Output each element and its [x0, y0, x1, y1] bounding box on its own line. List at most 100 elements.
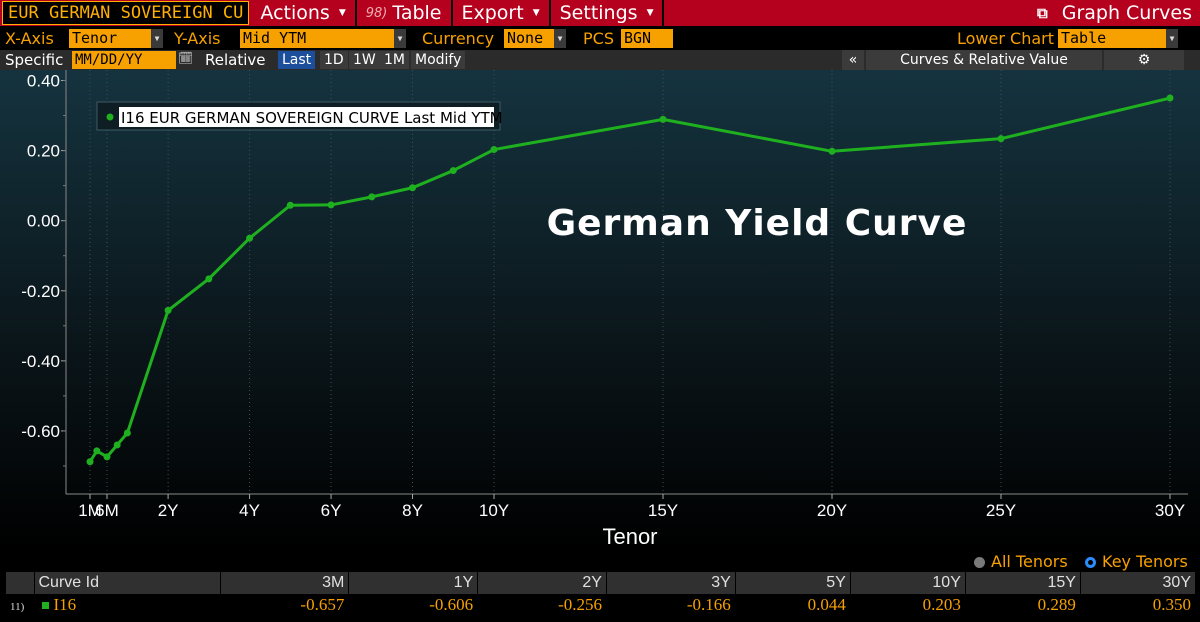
actions-menu[interactable]: Actions ▼ — [251, 0, 357, 26]
date-input[interactable]: MM/DD/YY — [72, 51, 176, 69]
lower-chart-value: Table — [1061, 29, 1107, 47]
table-cell: 0.044 — [735, 594, 851, 616]
collapse-button[interactable]: « — [842, 50, 864, 70]
x-tick-label: 20Y — [817, 501, 847, 520]
actions-label: Actions — [260, 2, 330, 24]
x-tick-label: 6Y — [321, 501, 342, 520]
xaxis-label: X-Axis — [5, 29, 54, 48]
legend-label: I16 EUR GERMAN SOVEREIGN CURVE Last Mid … — [121, 109, 503, 127]
curve-id-cell: I16 — [34, 594, 221, 616]
table-label: Table — [392, 2, 442, 24]
all-tenors-radio[interactable] — [974, 557, 985, 568]
table-header-cell[interactable]: 15Y — [965, 572, 1081, 594]
table-header-row: Curve Id 3M 1Y 2Y 3Y 5Y 10Y 15Y 30Y — [6, 572, 1197, 594]
chevron-down-icon: ▼ — [1166, 29, 1178, 48]
table-row[interactable]: 11) I16 -0.657 -0.606 -0.256 -0.166 0.04… — [6, 594, 1197, 616]
table-cell: -0.606 — [348, 594, 479, 616]
key-tenors-label[interactable]: Key Tenors — [1102, 552, 1188, 571]
chart-area: -0.60 -0.40 -0.20 0.00 0.20 0.40 1M 6M 2Y 4Y 6Y 8Y… — [0, 70, 1200, 550]
data-point — [103, 453, 111, 461]
table-header-cell — [6, 572, 35, 594]
settings-menu[interactable]: Settings ▼ — [551, 0, 665, 26]
x-tick-label: 30Y — [1155, 501, 1185, 520]
table-header-cell[interactable]: 3Y — [606, 572, 736, 594]
data-point — [123, 429, 131, 437]
security-field[interactable]: EUR GERMAN SOVEREIGN CU — [2, 1, 250, 25]
data-point — [164, 306, 172, 314]
key-tenors-radio[interactable] — [1085, 557, 1096, 568]
data-point — [327, 201, 335, 209]
graph-curves-button[interactable]: ⧉ Graph Curves — [1028, 0, 1200, 26]
table-header-cell[interactable]: 2Y — [477, 572, 607, 594]
x-tick-label: 10Y — [479, 501, 509, 520]
y-tick-label: 0.40 — [27, 72, 60, 91]
data-point — [205, 275, 213, 283]
table-shortcut-number: 98) — [365, 5, 388, 21]
series-color-swatch — [41, 602, 49, 609]
y-axis: -0.60 -0.40 -0.20 0.00 0.20 0.40 — [21, 70, 67, 494]
data-point — [286, 201, 294, 209]
x-tick-label: 8Y — [402, 501, 423, 520]
chevron-down-icon: ▼ — [554, 29, 566, 48]
y-tick-label: 0.20 — [27, 142, 60, 161]
chevron-down-icon: ▼ — [338, 8, 346, 18]
options-bar: X-Axis Tenor ▼ Y-Axis Mid YTM ▼ Currency N… — [0, 28, 1200, 49]
x-tick-label: 6M — [95, 501, 119, 520]
last-button[interactable]: Last — [278, 51, 316, 69]
y-tick-label: 0.00 — [27, 212, 60, 231]
data-point — [997, 135, 1005, 143]
table-header-cell[interactable]: 3M — [220, 572, 350, 594]
x-tick-label: 2Y — [158, 501, 179, 520]
data-point — [409, 184, 417, 192]
table-cell: -0.657 — [220, 594, 350, 616]
chevron-down-icon: ▼ — [394, 29, 406, 48]
range-bar: Specific MM/DD/YY 🗓 Relative Last 1D 1W … — [0, 50, 1200, 70]
1w-button[interactable]: 1W — [349, 51, 380, 69]
gridlines — [89, 70, 1171, 494]
1m-button[interactable]: 1M — [380, 51, 409, 69]
pcs-field[interactable]: BGN — [621, 29, 673, 48]
table-cell: 0.289 — [965, 594, 1081, 616]
xaxis-select[interactable]: Tenor ▼ — [69, 29, 163, 48]
specific-label: Specific — [5, 51, 64, 69]
chevron-down-icon: ▼ — [532, 8, 540, 18]
x-tick-label: 1M — [78, 501, 102, 520]
x-tick-label: 4Y — [239, 501, 260, 520]
settings-label: Settings — [559, 2, 638, 24]
yaxis-select[interactable]: Mid YTM ▼ — [240, 29, 406, 48]
currency-select[interactable]: None ▼ — [504, 29, 566, 48]
data-point — [368, 193, 376, 201]
table-header-cell[interactable]: 10Y — [850, 572, 966, 594]
gear-icon[interactable]: ⚙ — [1104, 50, 1184, 70]
table-header-cell[interactable]: 30Y — [1080, 572, 1197, 594]
export-menu[interactable]: Export ▼ — [453, 0, 551, 26]
series-line — [86, 94, 1174, 466]
table-button[interactable]: 98) Table — [357, 0, 453, 26]
table-header-cell[interactable]: 5Y — [735, 572, 851, 594]
chart-annotation: German Yield Curve — [547, 203, 968, 244]
all-tenors-label[interactable]: All Tenors — [991, 552, 1068, 571]
y-tick-label: -0.40 — [21, 352, 60, 371]
data-point — [828, 147, 836, 155]
curves-relative-value-button[interactable]: Curves & Relative Value — [866, 50, 1102, 70]
table-header-cell[interactable]: Curve Id — [34, 572, 221, 594]
graph-curves-label: Graph Curves — [1061, 2, 1192, 24]
chart-legend[interactable]: I16 EUR GERMAN SOVEREIGN CURVE Last Mid … — [96, 101, 503, 131]
calendar-icon[interactable]: 🗓 — [178, 51, 194, 65]
modify-button[interactable]: Modify — [411, 51, 466, 69]
yaxis-value: Mid YTM — [243, 29, 307, 47]
tenor-filter-bar: All Tenors Key Tenors — [0, 550, 1200, 572]
legend-label-highlight — [119, 107, 494, 127]
lower-chart-select[interactable]: Table ▼ — [1058, 29, 1178, 48]
legend-marker — [106, 113, 114, 121]
data-point — [86, 458, 94, 466]
curve-table: Curve Id 3M 1Y 2Y 3Y 5Y 10Y 15Y 30Y 11) … — [6, 572, 1197, 616]
data-point — [93, 447, 101, 455]
pcs-value: BGN — [624, 29, 652, 47]
1d-button[interactable]: 1D — [320, 51, 348, 69]
table-header-cell[interactable]: 1Y — [348, 572, 479, 594]
chevron-down-icon: ▼ — [151, 29, 163, 48]
pcs-label: PCS — [583, 29, 614, 48]
currency-value: None — [507, 29, 544, 47]
data-point — [246, 234, 254, 242]
